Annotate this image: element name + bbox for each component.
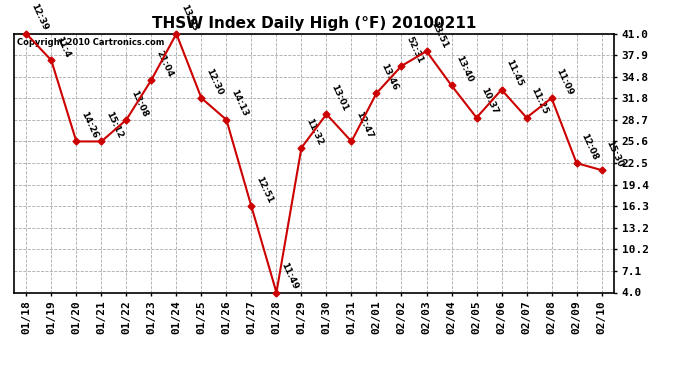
- Text: 52:31: 52:31: [404, 35, 424, 64]
- Text: 11:25: 11:25: [529, 87, 550, 116]
- Text: 14:26: 14:26: [79, 110, 99, 140]
- Text: 12:30: 12:30: [204, 67, 224, 97]
- Text: 11:49: 11:49: [279, 261, 299, 291]
- Text: 13:40: 13:40: [454, 54, 475, 84]
- Text: 15:12: 15:12: [104, 110, 124, 140]
- Text: 13:51: 13:51: [429, 20, 450, 50]
- Text: 13:03: 13:03: [179, 3, 199, 32]
- Text: 14:13: 14:13: [229, 88, 250, 118]
- Text: 11:32: 11:32: [304, 117, 324, 146]
- Text: 12:51: 12:51: [254, 176, 275, 205]
- Text: 12:08: 12:08: [580, 132, 600, 162]
- Text: 12:47: 12:47: [354, 110, 375, 140]
- Text: 13:01: 13:01: [329, 83, 349, 113]
- Title: THSW Index Daily High (°F) 20100211: THSW Index Daily High (°F) 20100211: [152, 16, 476, 31]
- Text: 13:08: 13:08: [129, 89, 149, 118]
- Text: 12:39: 12:39: [29, 3, 50, 32]
- Text: 13:46: 13:46: [380, 62, 400, 92]
- Text: Copyright 2010 Cartronics.com: Copyright 2010 Cartronics.com: [17, 38, 164, 46]
- Text: 21:04: 21:04: [154, 49, 175, 78]
- Text: 11:09: 11:09: [554, 67, 575, 97]
- Text: 15:30: 15:30: [604, 139, 624, 169]
- Text: 10:37: 10:37: [480, 87, 500, 116]
- Text: 11:4: 11:4: [54, 35, 72, 59]
- Text: 11:45: 11:45: [504, 58, 524, 88]
